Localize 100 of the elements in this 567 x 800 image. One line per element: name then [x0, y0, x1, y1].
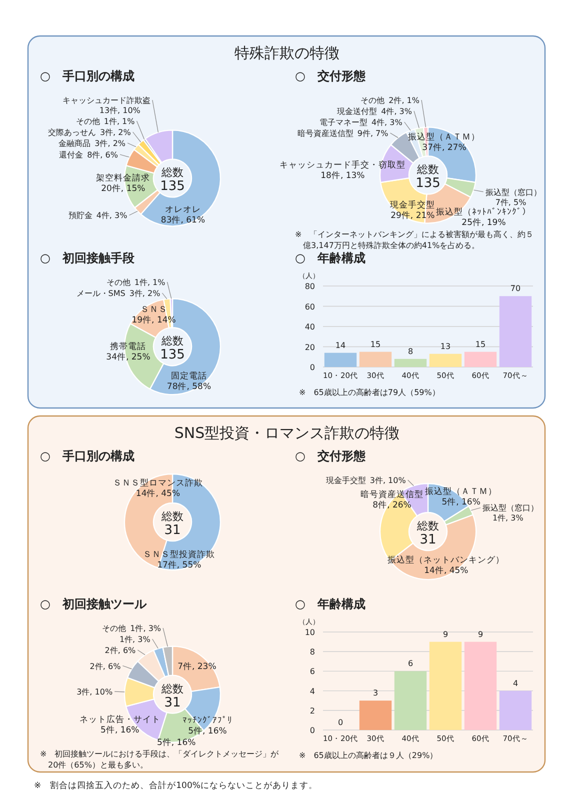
- data-label: 14件, 45%: [136, 488, 180, 499]
- bar: [324, 352, 357, 367]
- text: 総数: [160, 682, 184, 696]
- text: 総数: [160, 334, 184, 348]
- text: 135: [416, 176, 440, 192]
- text: 135: [160, 348, 185, 363]
- data-label: 4: [512, 678, 518, 688]
- text: 総数: [160, 510, 184, 523]
- data-label: 4件, 3%: [371, 118, 403, 127]
- bar: [394, 671, 427, 730]
- data-label: 7件, 23%: [178, 661, 216, 672]
- slice-label: 交際あっせん: [48, 128, 96, 137]
- data-label: 9件, 7%: [357, 129, 389, 138]
- text: ※ 「インターネットバンキング」による被害額が最も高く、約５億3,147万円と特殊詐欺全体の約41%を占める。: [295, 230, 534, 250]
- data-label: 13件, 10%: [99, 106, 141, 115]
- slice-label: 金融商品: [58, 139, 91, 148]
- chart-title: ○ 手口別の構成: [40, 449, 134, 463]
- chart-title: ○ 交付形態: [295, 69, 366, 83]
- slice-label: ネット広告・サイト: [79, 714, 160, 726]
- bar: [359, 700, 392, 730]
- y-tick-label: 40: [304, 322, 315, 332]
- data-label: 37件, 27%: [422, 142, 466, 153]
- y-tick-label: 2: [310, 706, 315, 716]
- data-label: 3件, 2%: [100, 128, 132, 137]
- data-label: 78件, 58%: [166, 380, 212, 392]
- y-tick-label: 10: [304, 628, 315, 637]
- data-label: 2件, 6%: [104, 646, 136, 655]
- y-tick-label: 20: [304, 342, 315, 352]
- text: 135: [160, 179, 185, 194]
- data-label: 14: [335, 340, 346, 350]
- slice-label: 振込型（窓口）: [485, 188, 542, 197]
- slice-label: ＳＮＳ型ロマンス詐欺: [112, 477, 203, 488]
- bar: [464, 352, 497, 367]
- data-label: 6: [408, 659, 414, 668]
- chart-title: ○ 年齢構成: [295, 597, 366, 611]
- data-label: 34件, 25%: [106, 352, 150, 363]
- data-label: 5件, 16%: [188, 725, 227, 736]
- slice-label: ＳＮＳ: [140, 305, 168, 316]
- data-label: 14件, 45%: [424, 564, 468, 576]
- chart-title: ○ 手口別の構成: [40, 69, 134, 83]
- y-tick-label: 8: [310, 648, 315, 657]
- data-label: 2件, 6%: [90, 662, 122, 671]
- data-label: 2件, 1%: [388, 96, 420, 105]
- slice-label: 携帯電話: [110, 341, 146, 352]
- text: 総数: [160, 166, 184, 180]
- text: 特殊詐欺の特徴: [234, 44, 340, 62]
- data-label: 0: [338, 718, 344, 727]
- text: ※ 初回接触ツールにおける手段は、「ダイレクトメッセージ」が20件（65%）と最も多い。: [40, 749, 280, 770]
- data-label: 19件, 14%: [132, 314, 176, 326]
- text: 31: [164, 523, 181, 538]
- slice-label: 還付金: [59, 150, 84, 160]
- data-label: 8: [408, 346, 414, 356]
- y-tick-label: 0: [310, 726, 315, 735]
- data-label: 1件, 3%: [130, 624, 162, 633]
- slice-label: その他: [106, 278, 130, 287]
- slice-label: 預貯金: [68, 211, 92, 220]
- slice-label: 電子マネー型: [319, 118, 368, 127]
- slice-label: 暗号資産送信型: [297, 129, 354, 138]
- slice-label: その他: [360, 96, 385, 105]
- data-label: 5件, 16%: [442, 496, 480, 508]
- slice-label: その他: [76, 117, 100, 126]
- chart-title: ○ 初回接触手段: [40, 251, 136, 265]
- data-label: 9: [478, 630, 484, 639]
- text: 31: [164, 695, 181, 710]
- data-label: 3件, 2%: [129, 289, 161, 298]
- text: 31: [420, 532, 436, 548]
- slice-label: 暗号資産送信型: [360, 488, 424, 500]
- bar: [499, 296, 532, 367]
- slice-label: ＳＮＳ型投資詐欺: [143, 548, 216, 560]
- data-label: 70: [510, 284, 521, 294]
- y-tick-label: 6: [310, 667, 315, 676]
- data-label: 8件, 26%: [372, 499, 412, 510]
- data-label: 20件, 15%: [101, 182, 146, 194]
- slice-label: 架空料金請求: [96, 172, 150, 184]
- data-label: 9: [442, 630, 448, 639]
- data-label: 3件, 2%: [94, 139, 126, 148]
- data-label: 4件, 3%: [96, 211, 128, 220]
- bar: [499, 690, 532, 730]
- text: ※ 65歳以上の高齢者は79人（59%）: [299, 388, 440, 397]
- data-label: 5件, 16%: [156, 736, 196, 748]
- bar: [464, 642, 497, 730]
- data-label: 15: [370, 340, 381, 349]
- bar: [394, 358, 427, 367]
- y-tick-label: 4: [310, 686, 315, 696]
- data-label: 3件, 10%: [370, 476, 406, 485]
- slice-label: 固定電話: [170, 370, 207, 382]
- bar: [359, 352, 392, 367]
- data-label: 83件, 61%: [160, 214, 206, 226]
- slice-label: ﾏｯﾁﾝｸﾞｱﾌﾟﾘ: [182, 714, 232, 726]
- slice-label: 振込型（ＡＴＭ）: [408, 131, 480, 142]
- data-label: 5件, 16%: [100, 724, 140, 736]
- y-tick-label: 60: [304, 302, 315, 312]
- data-label: 1件, 3%: [492, 514, 524, 523]
- data-label: 3件, 10%: [76, 688, 113, 697]
- chart-title: ○ 交付形態: [295, 449, 366, 463]
- chart-title: ○ 初回接触ツール: [40, 597, 148, 611]
- data-label: 1件, 3%: [119, 635, 151, 644]
- text: ※ 割合は四捨五入のため、合計が100%にならないことがあります。: [34, 780, 318, 791]
- bar: [429, 354, 462, 367]
- slice-label: オレオレ: [164, 205, 201, 216]
